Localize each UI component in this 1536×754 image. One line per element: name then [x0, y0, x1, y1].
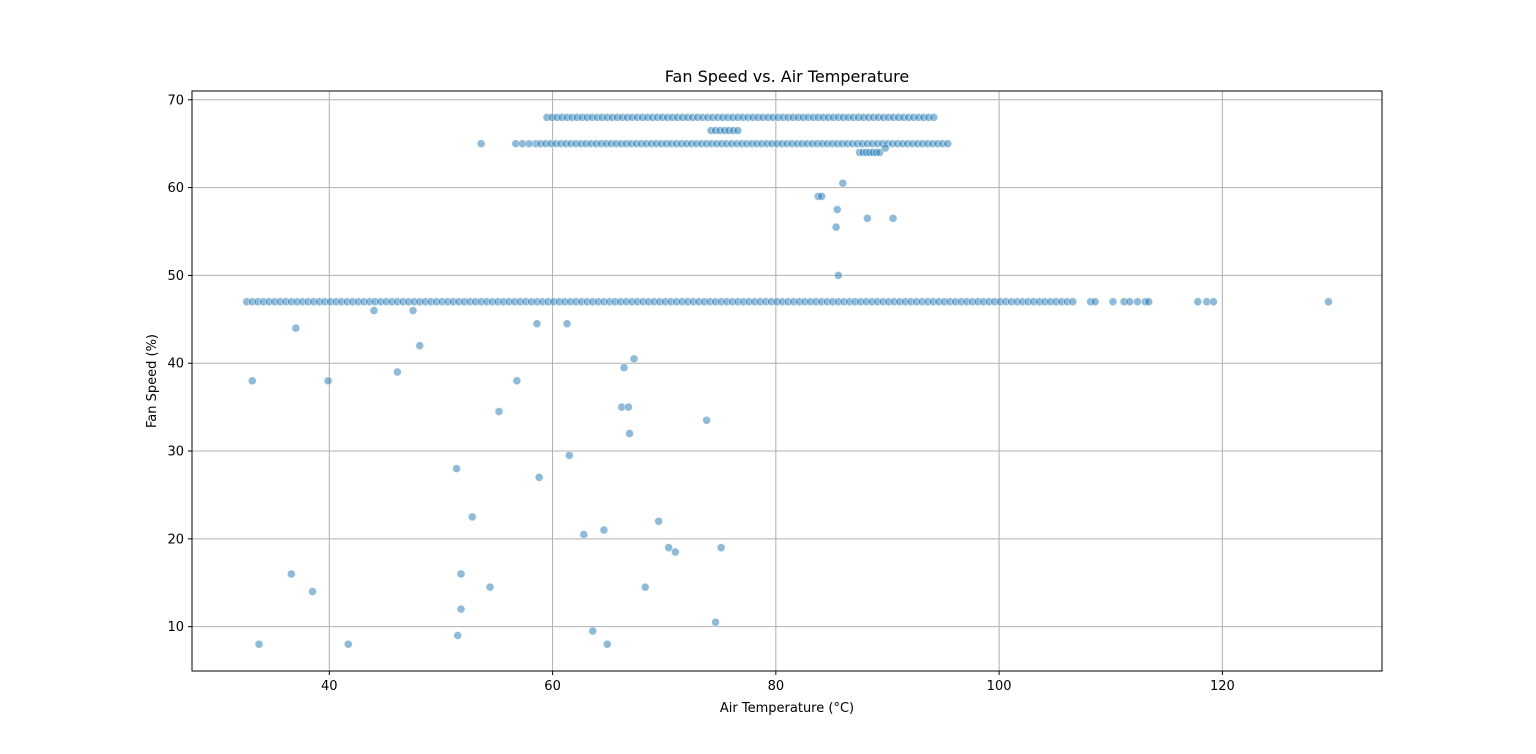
grid-lines — [192, 91, 1382, 671]
plot-frame — [191, 90, 1383, 672]
y-tick-label: 30 — [167, 445, 184, 460]
data-point — [512, 376, 522, 386]
data-point — [485, 582, 495, 592]
data-point — [287, 569, 296, 579]
y-tick-label: 70 — [167, 93, 184, 108]
data-point — [875, 148, 884, 157]
data-point — [880, 143, 890, 153]
data-point — [863, 214, 872, 223]
data-point — [733, 126, 743, 135]
x-tick-label: 80 — [768, 679, 785, 694]
x-tick-label: 40 — [321, 679, 338, 694]
data-point — [476, 139, 486, 148]
data-point — [619, 363, 629, 372]
data-point — [1324, 297, 1333, 307]
data-point — [308, 587, 317, 596]
data-point — [1144, 297, 1153, 307]
data-point — [369, 306, 379, 315]
data-point — [588, 626, 598, 636]
y-axis-label: Fan Speed (%) — [145, 334, 160, 428]
data-point — [1133, 297, 1142, 307]
data-point — [456, 569, 466, 579]
data-point — [415, 341, 425, 350]
data-point — [1090, 297, 1100, 307]
data-point — [1068, 297, 1078, 307]
data-point — [532, 319, 542, 329]
data-point — [838, 178, 848, 188]
x-axis-ticks: 40 60 80 100 120 — [321, 671, 1235, 694]
x-tick-label: 60 — [544, 679, 561, 694]
data-point — [832, 205, 842, 214]
y-tick-label: 60 — [167, 181, 184, 196]
data-point — [565, 451, 574, 460]
y-tick-label: 10 — [167, 620, 184, 635]
data-point — [831, 222, 841, 232]
data-point — [834, 271, 843, 280]
data-point — [943, 139, 953, 148]
data-point — [702, 415, 711, 425]
data-point — [467, 512, 477, 522]
x-tick-label: 100 — [987, 679, 1012, 694]
data-point — [453, 631, 462, 640]
data-point — [599, 525, 609, 535]
data-point — [625, 429, 634, 438]
data-point — [247, 376, 257, 386]
y-tick-label: 50 — [167, 269, 184, 284]
data-point — [408, 306, 418, 315]
data-point — [817, 192, 826, 201]
data-point — [671, 547, 680, 557]
data-point — [664, 543, 673, 552]
data-point — [888, 214, 898, 223]
data-point — [393, 367, 402, 377]
data-point — [929, 113, 939, 122]
y-axis-ticks: 10 20 30 40 50 60 70 — [167, 93, 192, 635]
data-points — [242, 113, 1333, 649]
data-point — [624, 402, 633, 412]
x-tick-label: 120 — [1210, 679, 1235, 694]
data-point — [562, 319, 572, 329]
data-point — [1125, 297, 1135, 307]
data-point — [579, 530, 589, 539]
data-point — [1108, 297, 1118, 307]
data-point — [323, 376, 333, 386]
data-point — [640, 582, 650, 592]
data-point — [534, 473, 544, 482]
data-point — [254, 639, 264, 649]
data-point — [456, 604, 466, 614]
data-point — [654, 516, 663, 526]
data-point — [452, 464, 461, 473]
y-tick-label: 40 — [167, 357, 184, 372]
data-point — [1209, 297, 1218, 307]
chart-title: Fan Speed vs. Air Temperature — [665, 67, 909, 86]
data-point — [711, 617, 720, 627]
data-point — [602, 639, 612, 649]
data-point — [343, 639, 353, 649]
data-point — [1193, 297, 1203, 307]
y-tick-label: 20 — [167, 532, 184, 547]
data-point — [494, 407, 504, 416]
data-point — [291, 323, 301, 333]
data-point — [716, 543, 726, 552]
x-axis-label: Air Temperature (°C) — [720, 701, 854, 716]
data-point — [524, 139, 534, 148]
data-point — [629, 354, 639, 364]
